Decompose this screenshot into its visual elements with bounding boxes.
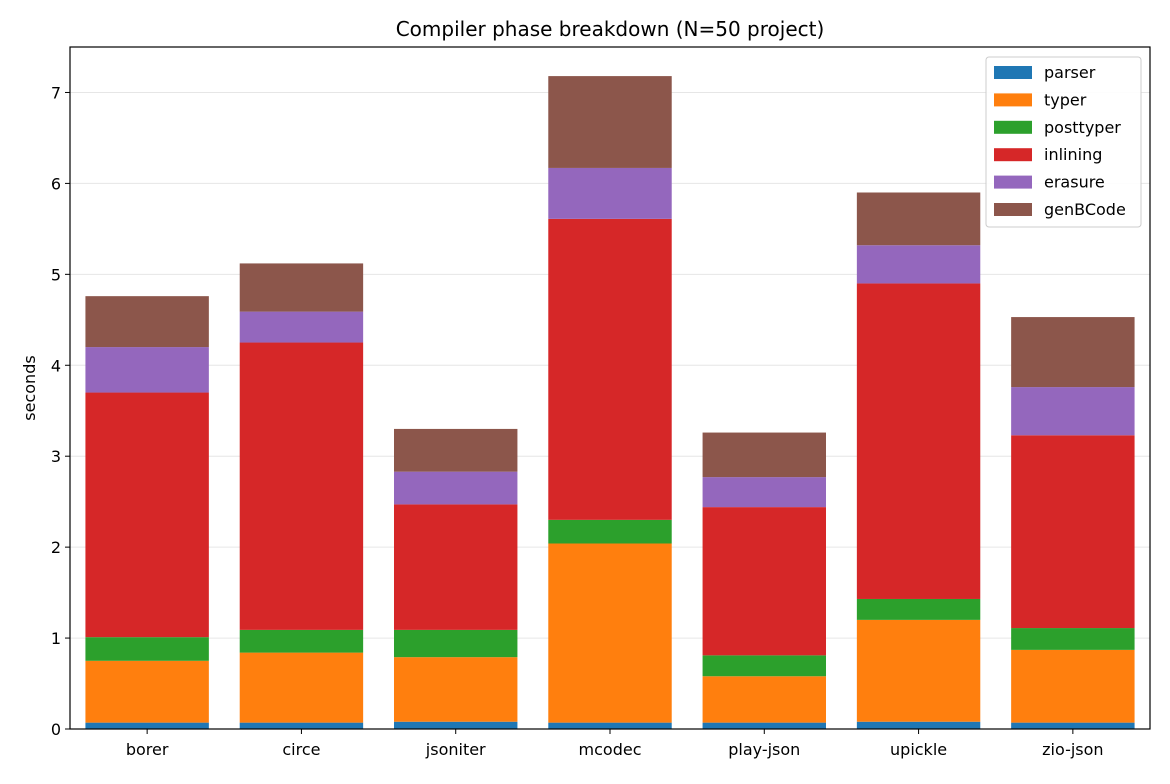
- bar-segment-typer-borer: [85, 660, 209, 723]
- bar-segment-parser-jsoniter: [394, 721, 518, 729]
- chart-title: Compiler phase breakdown (N=50 project): [396, 17, 825, 41]
- bar-segment-erasure-mcodec: [548, 167, 672, 219]
- bar-segment-genBCode-jsoniter: [394, 428, 518, 472]
- y-tick-label: 7: [51, 83, 61, 102]
- bar-segment-typer-jsoniter: [394, 657, 518, 722]
- bar-segment-parser-play-json: [702, 722, 826, 729]
- legend: parser typer posttyper inlining erasure genBC…: [985, 56, 1142, 228]
- bar-segment-genBCode-mcodec: [548, 76, 672, 168]
- bar-segment-typer-zio-json: [1011, 649, 1135, 723]
- bar-segment-typer-upickle: [856, 619, 981, 722]
- legend-swatch-erasure: [994, 175, 1032, 189]
- bar-segment-inlining-jsoniter: [394, 504, 518, 630]
- bar-segment-genBCode-play-json: [702, 432, 826, 478]
- legend-swatch-parser: [994, 66, 1032, 79]
- bars: [85, 76, 1135, 729]
- x-tick-label: mcodec: [579, 740, 642, 759]
- y-axis-label: seconds: [20, 355, 39, 420]
- bar-segment-posttyper-upickle: [856, 598, 981, 620]
- y-tick-label: 3: [51, 447, 61, 466]
- bar-segment-inlining-borer: [85, 392, 209, 638]
- bar-segment-inlining-circe: [239, 342, 364, 630]
- legend-label-inlining: inlining: [1044, 145, 1102, 164]
- bar-segment-inlining-mcodec: [548, 218, 672, 520]
- legend-label-posttyper: posttyper: [1044, 118, 1121, 137]
- y-tick-label: 5: [51, 265, 61, 284]
- x-tick-label: play-json: [728, 740, 800, 759]
- bar-segment-genBCode-upickle: [856, 192, 981, 246]
- bar-segment-parser-zio-json: [1011, 722, 1135, 729]
- x-tick-label: upickle: [890, 740, 947, 759]
- bar-segment-erasure-jsoniter: [394, 471, 518, 505]
- y-tick-label: 6: [51, 174, 61, 193]
- bar-segment-erasure-play-json: [702, 477, 826, 508]
- bar-segment-typer-mcodec: [548, 543, 672, 723]
- legend-label-genBCode: genBCode: [1044, 200, 1126, 219]
- x-tick-label: jsoniter: [425, 740, 486, 759]
- legend-swatch-inlining: [994, 148, 1032, 162]
- legend-swatch-posttyper: [994, 120, 1032, 134]
- bar-segment-genBCode-zio-json: [1011, 317, 1135, 388]
- bar-segment-posttyper-borer: [85, 637, 209, 661]
- y-axis: 0 1 2 3 4 5 6 7: [51, 83, 70, 739]
- x-tick-label: borer: [126, 740, 169, 759]
- x-tick-label: circe: [282, 740, 320, 759]
- bar-segment-typer-play-json: [702, 676, 826, 723]
- bar-segment-parser-borer: [85, 722, 209, 729]
- bar-segment-genBCode-circe: [239, 263, 364, 312]
- legend-swatch-genBCode: [994, 203, 1032, 216]
- bar-segment-parser-circe: [239, 722, 364, 729]
- bar-segment-inlining-play-json: [702, 507, 826, 656]
- bar-segment-posttyper-circe: [239, 629, 364, 653]
- bar-segment-posttyper-jsoniter: [394, 629, 518, 658]
- bar-segment-inlining-zio-json: [1011, 435, 1135, 629]
- y-tick-label: 1: [51, 629, 61, 648]
- bar-segment-parser-upickle: [856, 721, 981, 729]
- x-axis: borer circe jsoniter mcodec play-json upickle…: [126, 729, 1104, 759]
- bar-segment-posttyper-play-json: [702, 655, 826, 677]
- bar-segment-posttyper-mcodec: [548, 519, 672, 544]
- bar-segment-erasure-zio-json: [1011, 387, 1135, 436]
- y-tick-label: 4: [51, 356, 61, 375]
- bar-segment-posttyper-zio-json: [1011, 628, 1135, 650]
- legend-label-parser: parser: [1044, 63, 1096, 82]
- bar-segment-erasure-upickle: [856, 245, 981, 284]
- bar-segment-typer-circe: [239, 652, 364, 723]
- legend-label-erasure: erasure: [1044, 173, 1105, 192]
- y-tick-label: 2: [51, 538, 61, 557]
- legend-swatch-typer: [994, 93, 1032, 107]
- bar-segment-genBCode-borer: [85, 296, 209, 348]
- y-tick-label: 0: [51, 720, 61, 739]
- bar-segment-parser-mcodec: [548, 722, 672, 729]
- x-tick-label: zio-json: [1042, 740, 1103, 759]
- bar-segment-inlining-upickle: [856, 283, 981, 599]
- bar-segment-erasure-borer: [85, 347, 209, 393]
- legend-label-typer: typer: [1044, 90, 1087, 109]
- bar-segment-erasure-circe: [239, 311, 364, 343]
